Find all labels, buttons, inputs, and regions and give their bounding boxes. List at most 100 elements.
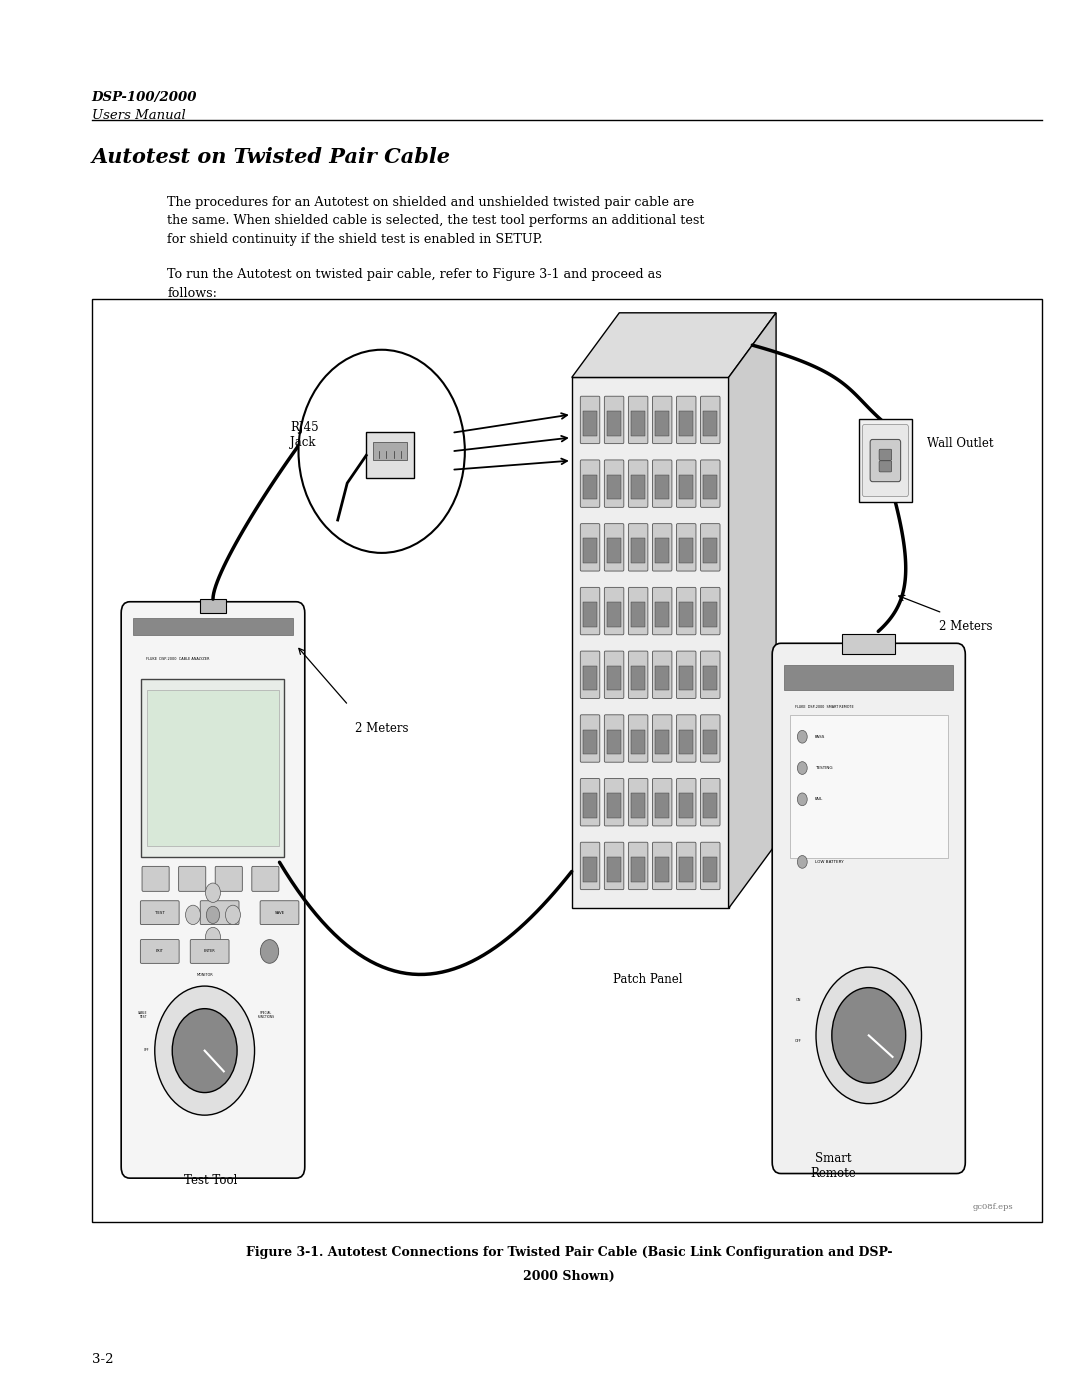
FancyBboxPatch shape (580, 524, 599, 571)
FancyBboxPatch shape (133, 619, 293, 636)
FancyBboxPatch shape (701, 651, 720, 698)
Text: 3-2: 3-2 (92, 1354, 113, 1366)
FancyBboxPatch shape (580, 460, 599, 507)
FancyBboxPatch shape (676, 397, 696, 444)
FancyBboxPatch shape (676, 460, 696, 507)
Text: SAVE: SAVE (274, 911, 284, 915)
FancyBboxPatch shape (607, 538, 621, 563)
FancyBboxPatch shape (656, 411, 670, 436)
FancyBboxPatch shape (703, 411, 717, 436)
FancyBboxPatch shape (629, 524, 648, 571)
FancyBboxPatch shape (215, 866, 242, 891)
FancyBboxPatch shape (583, 666, 597, 690)
Circle shape (205, 883, 220, 902)
FancyBboxPatch shape (178, 866, 205, 891)
Text: DSP-100/2000: DSP-100/2000 (92, 91, 198, 103)
FancyBboxPatch shape (652, 397, 672, 444)
FancyBboxPatch shape (140, 901, 179, 925)
FancyBboxPatch shape (703, 602, 717, 627)
FancyBboxPatch shape (605, 778, 624, 826)
FancyBboxPatch shape (703, 538, 717, 563)
Text: 2 Meters: 2 Meters (355, 722, 408, 735)
FancyBboxPatch shape (701, 842, 720, 890)
Text: FLUKE  DSP-2000  CABLE ANALYZER: FLUKE DSP-2000 CABLE ANALYZER (147, 657, 210, 661)
Polygon shape (729, 313, 777, 908)
FancyBboxPatch shape (580, 715, 599, 763)
FancyBboxPatch shape (200, 599, 227, 613)
FancyBboxPatch shape (629, 397, 648, 444)
FancyBboxPatch shape (631, 666, 645, 690)
FancyBboxPatch shape (870, 440, 901, 482)
FancyBboxPatch shape (605, 587, 624, 634)
FancyBboxPatch shape (631, 538, 645, 563)
Text: Figure 3-1. Autotest Connections for Twisted Pair Cable (Basic Link Configuratio: Figure 3-1. Autotest Connections for Twi… (246, 1246, 892, 1259)
Text: RJ45
Jack: RJ45 Jack (291, 420, 319, 448)
Text: MONITOR: MONITOR (197, 972, 213, 977)
FancyBboxPatch shape (629, 842, 648, 890)
Text: To run the Autotest on twisted pair cable, refer to Figure 3-1 and proceed as
fo: To run the Autotest on twisted pair cabl… (167, 268, 662, 300)
Text: Patch Panel: Patch Panel (613, 974, 683, 986)
FancyBboxPatch shape (580, 778, 599, 826)
FancyBboxPatch shape (571, 377, 729, 908)
FancyBboxPatch shape (676, 778, 696, 826)
Text: Test Tool: Test Tool (184, 1175, 238, 1187)
FancyBboxPatch shape (860, 419, 912, 502)
Circle shape (832, 988, 906, 1083)
FancyBboxPatch shape (583, 602, 597, 627)
FancyBboxPatch shape (629, 715, 648, 763)
Circle shape (260, 940, 279, 964)
FancyBboxPatch shape (679, 793, 693, 817)
FancyBboxPatch shape (583, 729, 597, 754)
FancyBboxPatch shape (652, 715, 672, 763)
Text: PASS: PASS (814, 735, 825, 739)
Text: OFF: OFF (795, 1039, 801, 1044)
Text: FAIL: FAIL (814, 798, 823, 802)
FancyBboxPatch shape (629, 778, 648, 826)
FancyBboxPatch shape (141, 679, 284, 856)
FancyBboxPatch shape (629, 587, 648, 634)
FancyBboxPatch shape (701, 778, 720, 826)
FancyBboxPatch shape (583, 411, 597, 436)
Circle shape (154, 986, 255, 1115)
FancyBboxPatch shape (631, 475, 645, 499)
FancyBboxPatch shape (631, 411, 645, 436)
FancyBboxPatch shape (580, 842, 599, 890)
FancyBboxPatch shape (703, 793, 717, 817)
FancyBboxPatch shape (679, 666, 693, 690)
FancyBboxPatch shape (92, 299, 1042, 1222)
FancyBboxPatch shape (260, 901, 299, 925)
FancyBboxPatch shape (631, 793, 645, 817)
Text: LOW BATTERY: LOW BATTERY (814, 861, 843, 863)
FancyBboxPatch shape (784, 665, 954, 690)
FancyBboxPatch shape (190, 940, 229, 964)
FancyBboxPatch shape (607, 411, 621, 436)
FancyBboxPatch shape (676, 715, 696, 763)
FancyBboxPatch shape (629, 460, 648, 507)
Circle shape (797, 761, 807, 774)
FancyBboxPatch shape (373, 441, 407, 460)
FancyBboxPatch shape (656, 602, 670, 627)
Circle shape (797, 731, 807, 743)
FancyBboxPatch shape (656, 729, 670, 754)
FancyBboxPatch shape (701, 460, 720, 507)
FancyBboxPatch shape (656, 793, 670, 817)
Text: Autotest on Twisted Pair Cable: Autotest on Twisted Pair Cable (92, 147, 450, 166)
Text: ON: ON (796, 999, 801, 1002)
FancyBboxPatch shape (679, 475, 693, 499)
FancyBboxPatch shape (580, 651, 599, 698)
Text: EXIT: EXIT (156, 950, 164, 953)
FancyBboxPatch shape (656, 856, 670, 882)
FancyBboxPatch shape (879, 450, 892, 460)
Text: Wall Outlet: Wall Outlet (928, 437, 994, 450)
Circle shape (797, 855, 807, 869)
FancyBboxPatch shape (580, 587, 599, 634)
FancyBboxPatch shape (703, 475, 717, 499)
FancyBboxPatch shape (607, 793, 621, 817)
FancyBboxPatch shape (676, 524, 696, 571)
FancyBboxPatch shape (679, 856, 693, 882)
Polygon shape (571, 313, 777, 377)
FancyBboxPatch shape (607, 475, 621, 499)
FancyBboxPatch shape (143, 866, 170, 891)
FancyBboxPatch shape (676, 587, 696, 634)
Text: CABLE
TEST: CABLE TEST (138, 1011, 148, 1020)
